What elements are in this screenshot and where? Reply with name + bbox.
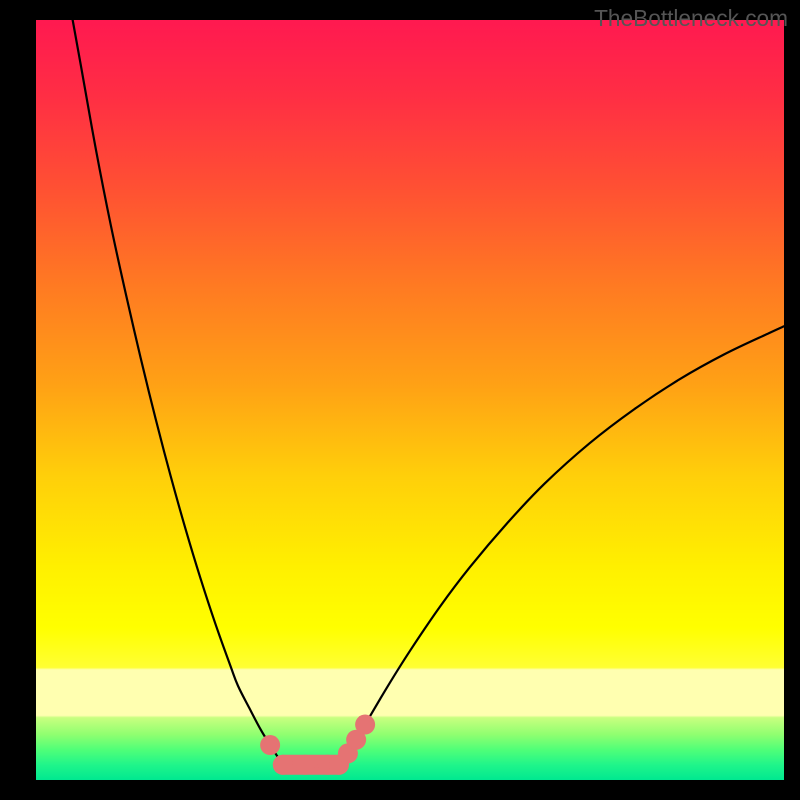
marker-dot [355, 715, 375, 735]
chart-plot-area [36, 20, 784, 780]
bottleneck-curve [36, 20, 784, 780]
marker-dot [273, 755, 293, 775]
marker-dot [295, 755, 315, 775]
marker-dot [260, 735, 280, 755]
curve-path [73, 20, 784, 766]
watermark-text: TheBottleneck.com [594, 5, 788, 32]
